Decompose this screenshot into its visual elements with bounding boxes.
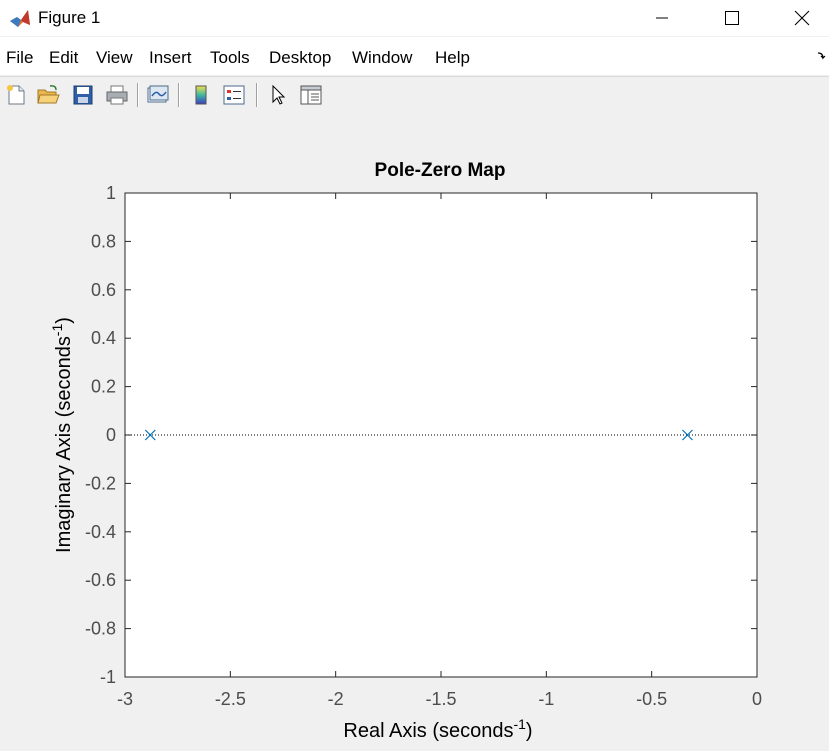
y-tick-label: 1 <box>106 183 116 203</box>
x-tick-label: -0.5 <box>636 689 667 709</box>
insert-legend-icon <box>223 85 245 105</box>
pole-marker <box>682 429 693 441</box>
close-button[interactable] <box>767 0 829 36</box>
new-figure-icon <box>7 85 25 105</box>
link-plot-button[interactable] <box>145 82 171 108</box>
x-tick-label: -1.5 <box>425 689 456 709</box>
print-icon <box>106 85 128 105</box>
open-file-icon <box>37 85 60 104</box>
chart-title: Pole-Zero Map <box>375 160 506 181</box>
toolbar-separator <box>137 83 139 107</box>
y-tick-label: 0.6 <box>91 280 116 300</box>
close-icon <box>794 10 810 26</box>
toolbar-separator <box>178 83 180 107</box>
property-inspector-icon <box>300 85 322 105</box>
x-axis-label: Real Axis (seconds-1) <box>343 716 532 742</box>
menu-help[interactable]: Help <box>435 48 470 67</box>
menu-view[interactable]: View <box>96 48 133 67</box>
edit-plot-icon <box>272 84 286 105</box>
menu-insert[interactable]: Insert <box>149 48 192 67</box>
y-tick-label: 0.2 <box>91 377 116 397</box>
print-button[interactable] <box>104 82 130 108</box>
pole-zero-plot[interactable]: Pole-Zero Map -3 -2.5 -2 -1.5 -1 -0.5 0 -1 -0.8… <box>0 113 829 746</box>
x-tick-label: -2 <box>328 689 344 709</box>
y-axis-label: Imaginary Axis (seconds-1) <box>49 317 75 553</box>
y-tick-labels: -1 -0.8 -0.6 -0.4 -0.2 0 0.2 0.4 0.6 0.8 1 <box>85 183 116 687</box>
window-title: Figure 1 <box>38 8 101 27</box>
insert-legend-button[interactable] <box>221 82 247 108</box>
minimize-icon <box>656 17 668 19</box>
matlab-logo-icon <box>10 10 30 27</box>
minimize-button[interactable] <box>627 0 697 36</box>
figure-canvas[interactable]: Pole-Zero Map -3 -2.5 -2 -1.5 -1 -0.5 0 -1 -0.8… <box>0 113 829 746</box>
x-tick-label: -1 <box>538 689 554 709</box>
toolbar <box>0 76 829 114</box>
menu-bar: File Edit View Insert Tools Desktop Wind… <box>0 37 829 75</box>
edit-plot-button[interactable] <box>265 82 291 108</box>
link-plot-icon <box>147 85 169 103</box>
y-tick-label: -0.2 <box>85 473 116 493</box>
y-tick-label: -1 <box>100 667 116 687</box>
insert-colorbar-button[interactable] <box>188 82 214 108</box>
x-tick-label: 0 <box>752 689 762 709</box>
y-tick-label: -0.6 <box>85 570 116 590</box>
save-icon <box>73 85 93 105</box>
toolbar-separator <box>256 83 258 107</box>
y-tick-label: 0.4 <box>91 328 116 348</box>
x-tick-label: -2.5 <box>215 689 246 709</box>
maximize-icon <box>725 11 739 25</box>
menu-tools[interactable]: Tools <box>210 48 250 67</box>
pole-markers <box>144 429 693 441</box>
dock-arrow-icon[interactable] <box>817 51 827 61</box>
save-button[interactable] <box>70 82 96 108</box>
open-file-button[interactable] <box>35 82 61 108</box>
menu-file[interactable]: File <box>6 48 34 67</box>
axis-ticks <box>124 192 758 678</box>
y-tick-label: 0.8 <box>91 231 116 251</box>
x-tick-labels: -3 -2.5 -2 -1.5 -1 -0.5 0 <box>117 689 762 709</box>
maximize-button[interactable] <box>697 0 767 36</box>
y-tick-label: -0.4 <box>85 522 116 542</box>
pole-marker <box>144 429 156 441</box>
menu-window[interactable]: Window <box>352 48 413 67</box>
y-tick-label: -0.8 <box>85 619 116 639</box>
title-bar: Figure 1 <box>0 0 829 37</box>
menu-desktop[interactable]: Desktop <box>269 48 332 67</box>
y-tick-label: 0 <box>106 425 116 445</box>
insert-colorbar-icon <box>195 85 207 105</box>
property-inspector-button[interactable] <box>298 82 324 108</box>
menu-edit[interactable]: Edit <box>49 48 79 67</box>
x-tick-label: -3 <box>117 689 133 709</box>
new-figure-button[interactable] <box>3 82 29 108</box>
